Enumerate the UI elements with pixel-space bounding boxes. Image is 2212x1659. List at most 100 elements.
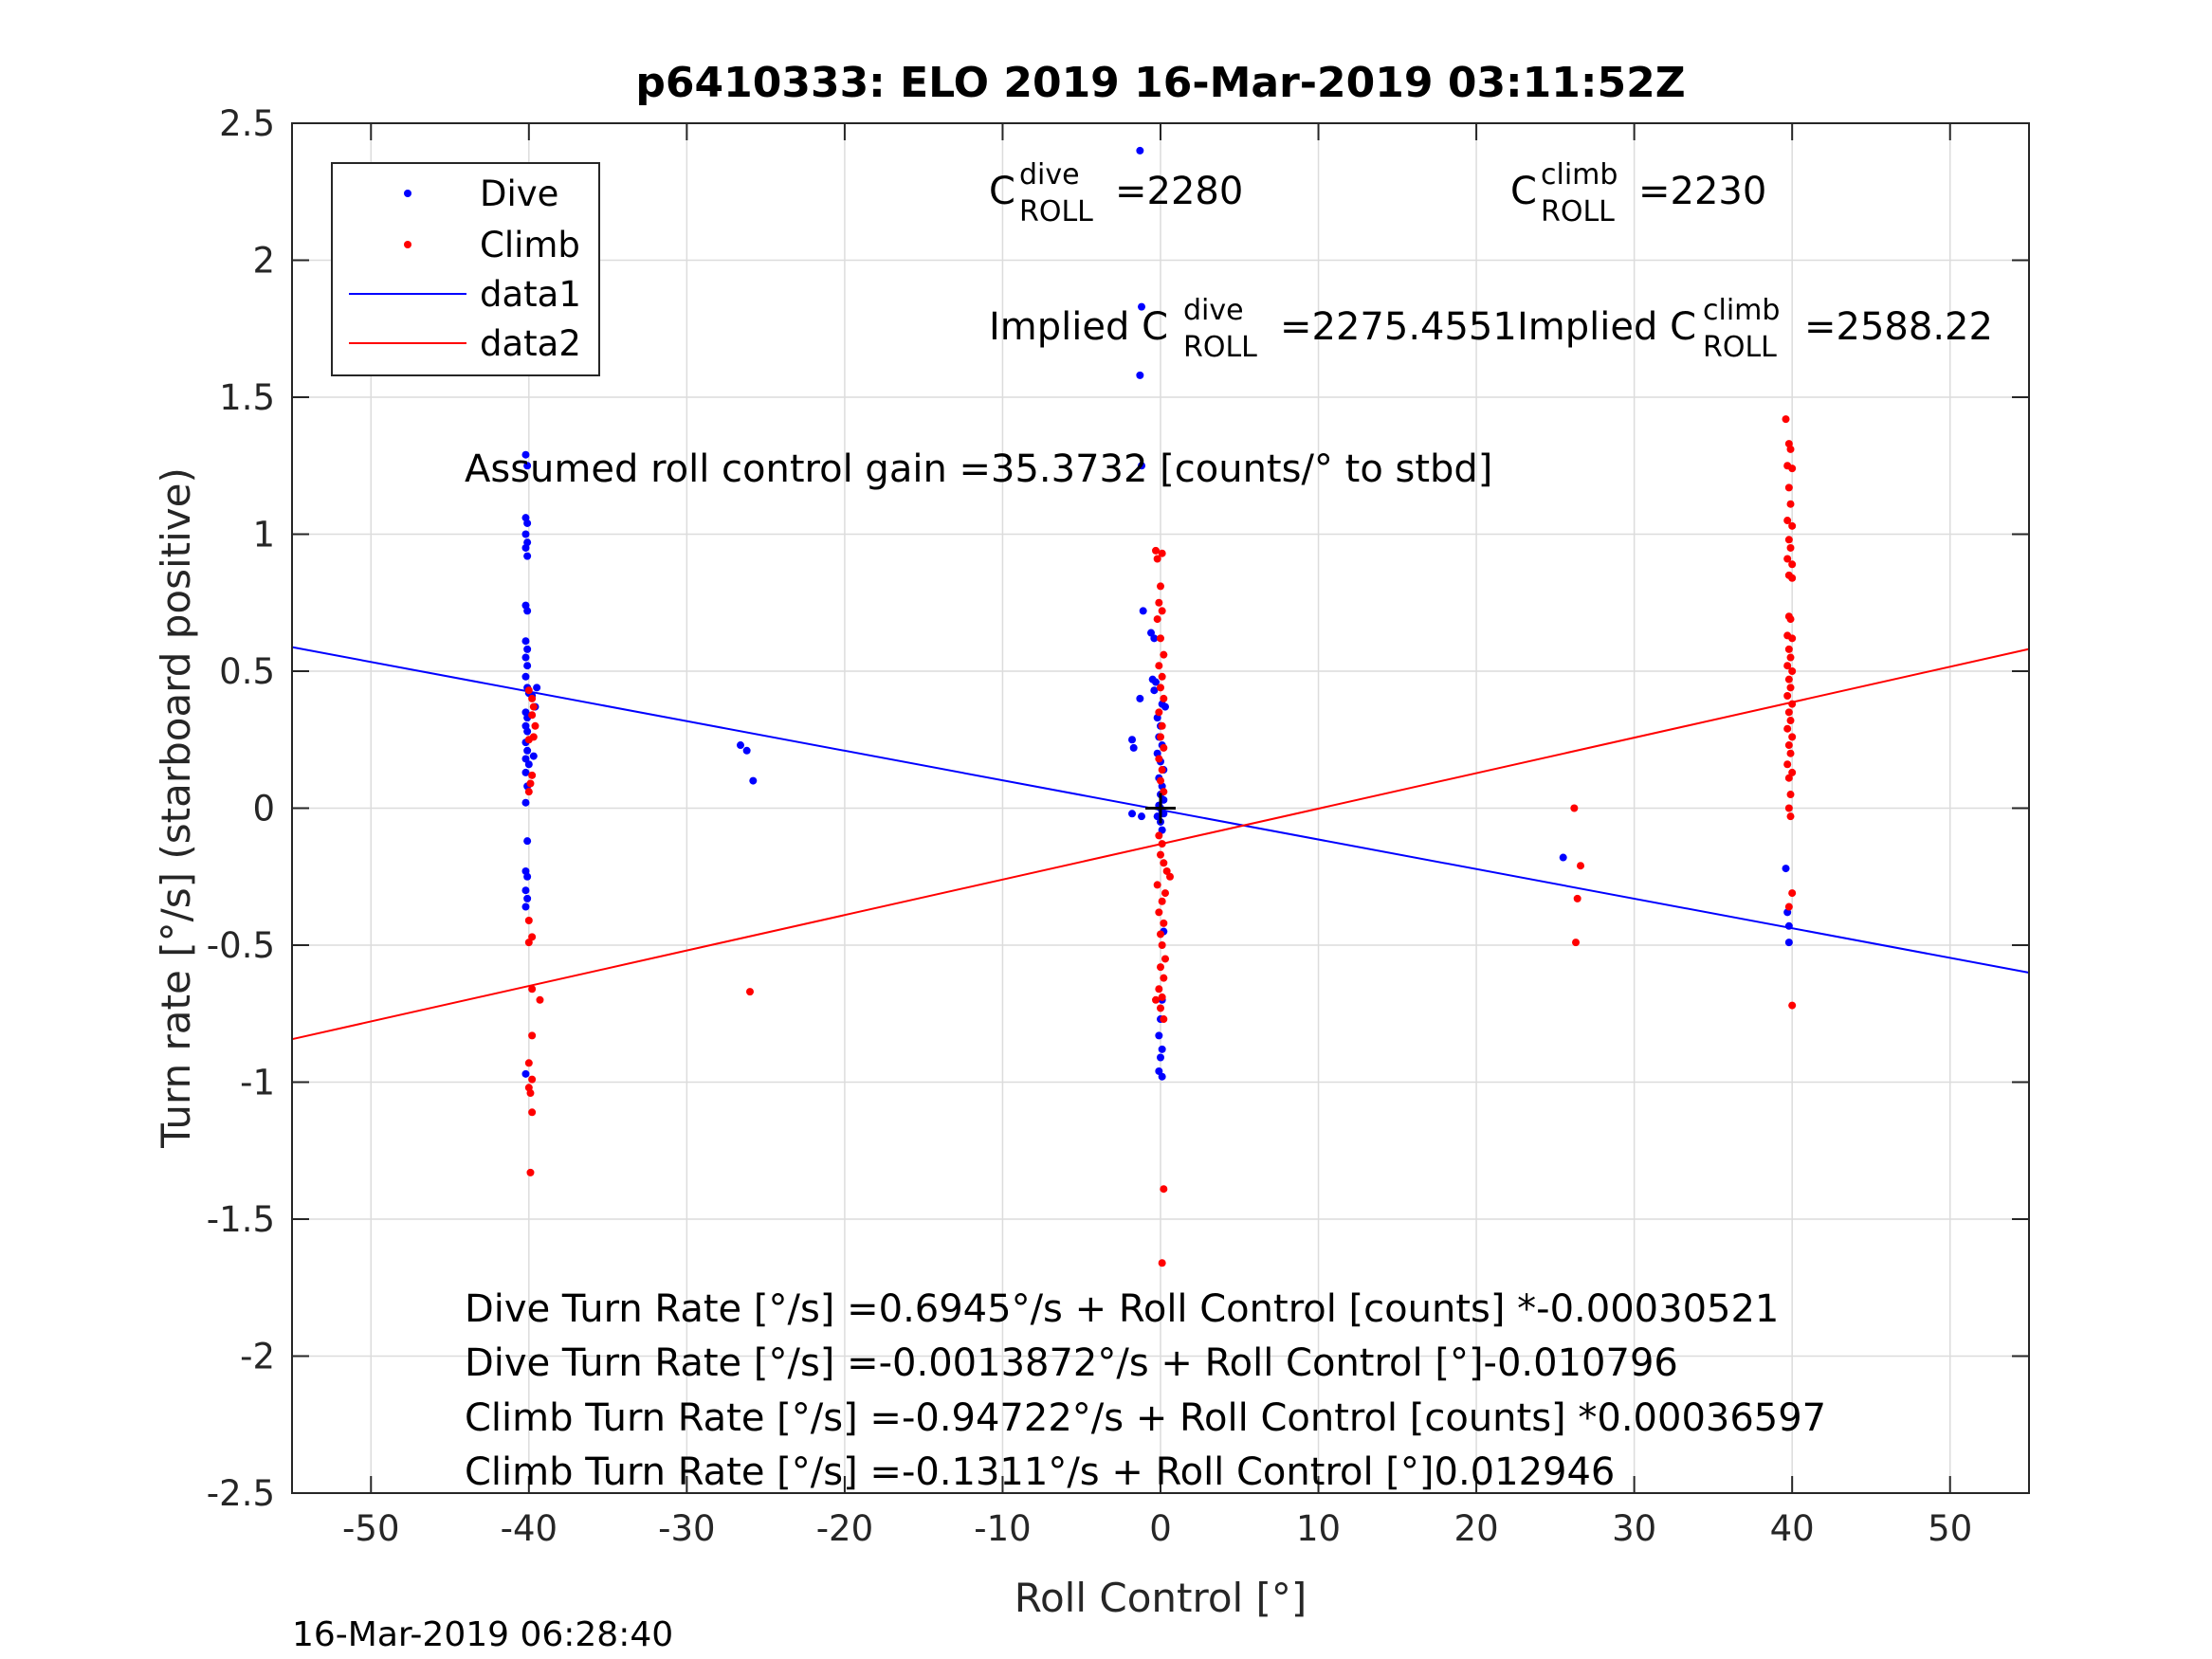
climb-point (1788, 667, 1797, 675)
climb-point (524, 788, 533, 796)
climb-point (529, 702, 538, 711)
dive-point (523, 727, 532, 736)
climb-point (524, 1059, 533, 1067)
dive-point (521, 798, 530, 807)
c-dive-base: C (989, 170, 1015, 213)
climb-point (1784, 483, 1793, 492)
dive-point (1147, 629, 1156, 637)
y-tick-label: 2.5 (219, 103, 275, 144)
climb-point (1157, 776, 1164, 785)
climb-point (1784, 645, 1793, 653)
dive-point (1139, 607, 1147, 615)
dive-point (521, 653, 530, 662)
climb-point (1155, 985, 1163, 994)
climb-point (1788, 733, 1797, 741)
dive-point (1155, 1066, 1163, 1075)
equation-dive-degrees: Dive Turn Rate [°/s] =-0.0013872°/s + Ro… (465, 1341, 1678, 1385)
y-tick-label: 1.5 (219, 377, 275, 418)
climb-point (1157, 930, 1164, 939)
climb-point (1160, 743, 1168, 752)
climb-point (1788, 1001, 1797, 1010)
climb-point (1788, 768, 1797, 776)
climb-point (1784, 902, 1793, 911)
climb-point (1786, 812, 1795, 821)
climb-point (1158, 1259, 1166, 1267)
climb-point (1160, 919, 1168, 927)
climb-point (1160, 650, 1168, 659)
dive-point (1155, 1031, 1163, 1040)
climb-point (1157, 963, 1164, 972)
x-tick-label: -50 (342, 1508, 399, 1549)
climb-point (526, 1089, 535, 1098)
climb-point (1155, 708, 1163, 717)
dive-point (1129, 743, 1138, 752)
dive-point (523, 746, 532, 755)
x-tick-label: -30 (658, 1508, 715, 1549)
legend-marker-climb (404, 241, 411, 248)
x-tick-label: 20 (1454, 1508, 1499, 1549)
climb-point (1155, 831, 1163, 840)
climb-point (1157, 850, 1164, 859)
climb-point (1165, 872, 1174, 881)
implied-dive-sup: dive (1183, 294, 1244, 327)
climb-point (1155, 755, 1163, 763)
dive-point (1158, 1045, 1166, 1053)
c-climb-annotation: C climb ROLL =2230 (1510, 158, 1766, 228)
climb-point (528, 711, 537, 720)
climb-point (1160, 694, 1168, 702)
climb-point (1577, 862, 1585, 870)
equation-climb-degrees: Climb Turn Rate [°/s] =-0.1311°/s + Roll… (465, 1450, 1615, 1494)
climb-point (1158, 840, 1166, 848)
y-tick-label: -0.5 (207, 925, 275, 966)
climb-point (1786, 684, 1795, 692)
dive-point (1150, 634, 1159, 643)
climb-point (1158, 993, 1166, 1001)
y-tick-label: -2 (240, 1337, 275, 1377)
dive-point (521, 902, 530, 911)
climb-point (1157, 733, 1164, 741)
climb-point (1788, 889, 1797, 898)
x-tick-label: 10 (1296, 1508, 1341, 1549)
dive-point (523, 894, 532, 902)
climb-point (531, 721, 539, 730)
dive-point (1782, 865, 1790, 873)
climb-point (526, 1168, 535, 1176)
gain-annotation: Assumed roll control gain =35.3732 [coun… (465, 447, 1492, 491)
climb-point (1155, 662, 1163, 670)
legend-marker-dive (404, 190, 411, 197)
climb-point (745, 988, 754, 996)
climb-point (1155, 908, 1163, 917)
climb-point (1788, 465, 1797, 473)
climb-point (1158, 672, 1166, 681)
x-tick-label: 30 (1612, 1508, 1656, 1549)
x-tick-label: -20 (816, 1508, 873, 1549)
dive-point (523, 872, 532, 881)
timestamp: 16-Mar-2019 06:28:40 (292, 1615, 673, 1654)
legend-label-data2: data2 (480, 323, 581, 364)
c-climb-sub: ROLL (1541, 195, 1615, 228)
implied-dive-prefix: Implied C (989, 305, 1168, 349)
x-tick-label: 40 (1770, 1508, 1815, 1549)
climb-point (528, 985, 537, 994)
implied-climb-value: =2588.22 (1804, 305, 1993, 349)
climb-point (1786, 543, 1795, 552)
dive-point (521, 637, 530, 646)
climb-point (1786, 653, 1795, 662)
climb-point (1161, 889, 1169, 898)
climb-point (1570, 804, 1579, 812)
climb-point (1786, 615, 1795, 624)
dive-point (1136, 371, 1144, 379)
dive-point (1158, 1072, 1166, 1081)
implied-dive-sub: ROLL (1183, 331, 1257, 364)
dive-point (521, 672, 530, 681)
climb-point (1160, 974, 1168, 982)
legend-label-climb: Climb (480, 225, 580, 265)
climb-point (1784, 774, 1793, 782)
legend-label-data1: data1 (480, 274, 581, 315)
climb-point (1786, 500, 1795, 508)
y-tick-label: 0.5 (219, 651, 275, 692)
dive-point (736, 741, 744, 750)
dive-point (1161, 702, 1169, 711)
climb-point (528, 771, 537, 779)
equation-dive-counts: Dive Turn Rate [°/s] =0.6945°/s + Roll C… (465, 1287, 1779, 1331)
